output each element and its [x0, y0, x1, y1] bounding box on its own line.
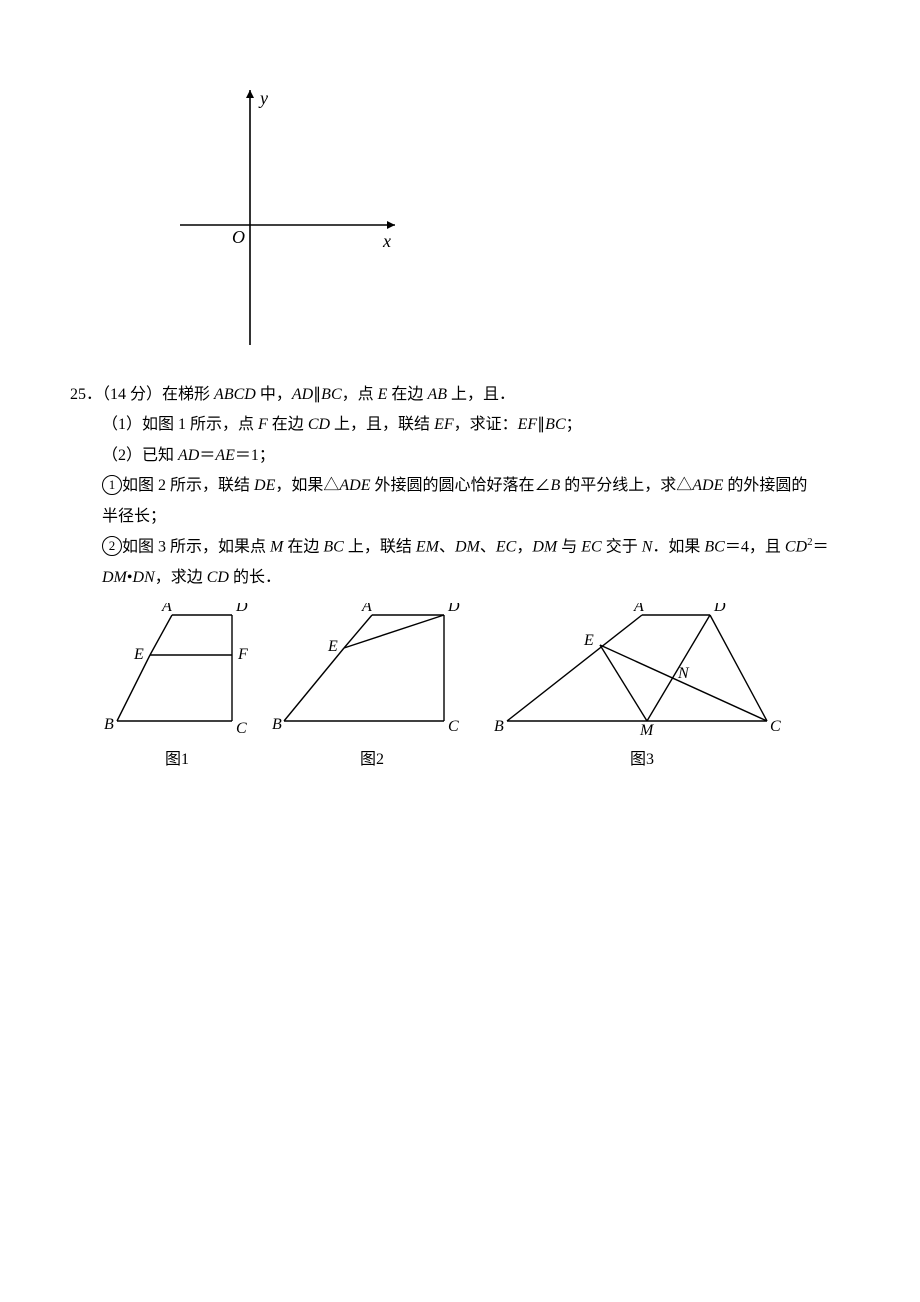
figure-3-block: A D E B M C N 图3	[492, 603, 792, 775]
svg-text:E: E	[327, 638, 338, 655]
svg-text:M: M	[639, 722, 655, 739]
figure-2-block: A D E B C 图2	[272, 603, 472, 775]
circled-2: 2	[102, 536, 122, 556]
axes-svg: x y O	[160, 70, 420, 360]
svg-text:A: A	[633, 603, 644, 615]
svg-text:B: B	[272, 716, 282, 733]
svg-text:E: E	[133, 646, 144, 663]
subpart-2: 2如图 3 所示，如果点 M 在边 BC 上，联结 EM、DM、EC，DM 与 …	[102, 532, 860, 563]
svg-text:y: y	[258, 88, 268, 108]
coordinate-axes-figure: x y O	[160, 70, 860, 360]
svg-text:D: D	[447, 603, 460, 615]
subpart-1-cont: 半径长；	[102, 502, 860, 532]
svg-text:D: D	[713, 603, 726, 615]
part-2: （2）已知 AD＝AE＝1；	[102, 441, 860, 471]
svg-text:F: F	[237, 646, 248, 663]
svg-text:A: A	[161, 603, 172, 615]
svg-text:O: O	[232, 227, 245, 247]
figure-1-caption: 图1	[165, 745, 189, 775]
figure-2-caption: 图2	[360, 745, 384, 775]
svg-text:D: D	[235, 603, 248, 615]
svg-text:C: C	[770, 718, 781, 735]
part-1: （1）如图 1 所示，点 F 在边 CD 上，且，联结 EF，求证：EF∥BC；	[102, 410, 860, 440]
svg-text:x: x	[382, 231, 391, 251]
problem-stem: 25．（14 分）在梯形 ABCD 中，AD∥BC，点 E 在边 AB 上，且．	[70, 380, 860, 410]
points: （14 分）	[102, 386, 162, 403]
subpart-2-cont: DM•DN，求边 CD 的长．	[102, 563, 860, 593]
svg-text:E: E	[583, 632, 594, 649]
svg-text:B: B	[494, 718, 504, 735]
svg-text:N: N	[677, 665, 690, 682]
problem-number: 25．	[70, 386, 102, 403]
svg-text:A: A	[361, 603, 372, 615]
figure-1-svg: A D E F B C	[102, 603, 252, 743]
figure-2-svg: A D E B C	[272, 603, 472, 743]
figure-3-svg: A D E B M C N	[492, 603, 792, 743]
svg-text:B: B	[104, 716, 114, 733]
svg-text:C: C	[448, 718, 459, 735]
figure-1-block: A D E F B C 图1	[102, 603, 252, 775]
figure-3-caption: 图3	[630, 745, 654, 775]
circled-1: 1	[102, 475, 122, 495]
svg-text:C: C	[236, 720, 247, 737]
figures-row: A D E F B C 图1 A D E B C 图2 A D E B M C N 图3	[102, 603, 860, 775]
subpart-1: 1如图 2 所示，联结 DE，如果△ADE 外接圆的圆心恰好落在∠B 的平分线上…	[102, 471, 860, 501]
